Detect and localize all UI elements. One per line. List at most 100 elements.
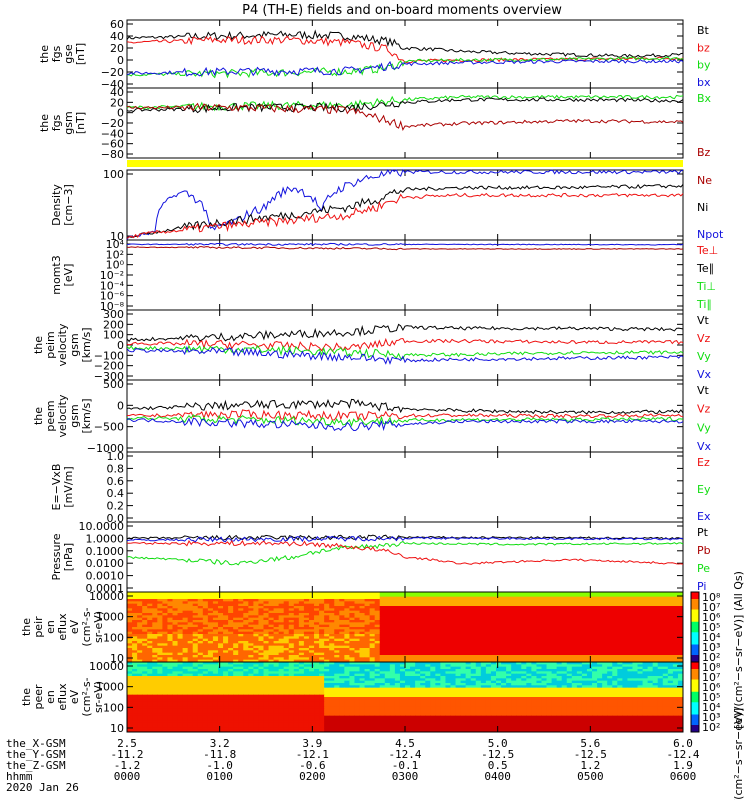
heatmap-cell [581, 673, 588, 677]
heatmap-cell [152, 596, 158, 600]
heatmap-cell [612, 669, 618, 672]
heatmap-cell [521, 641, 527, 644]
heatmap-cell [632, 627, 639, 630]
heatmap-cell [637, 601, 644, 605]
heatmap-cell [344, 603, 350, 607]
heatmap-cell [132, 634, 138, 637]
heatmap-cell [354, 631, 361, 635]
heatmap-cell [167, 606, 173, 609]
heatmap-cell [369, 669, 376, 672]
heatmap-cell [607, 680, 613, 684]
heatmap-cell [455, 676, 462, 679]
heatmap-cell [511, 631, 517, 635]
heatmap-cell [546, 617, 553, 621]
heatmap-cell [182, 613, 189, 616]
heatmap-cell [298, 662, 305, 665]
heatmap-cell [364, 648, 371, 651]
heatmap-cell [440, 671, 446, 675]
heatmap-cell [217, 601, 224, 605]
heatmap-cell [132, 650, 138, 654]
heatmap-cell [662, 627, 669, 630]
heatmap-cell [475, 599, 482, 602]
heatmap-cell [410, 610, 416, 614]
heatmap-cell [127, 669, 133, 672]
heatmap-cell [521, 596, 527, 600]
legend-Vx: Vx [697, 368, 712, 381]
heatmap-cell [511, 608, 517, 612]
heatmap-cell [228, 678, 234, 682]
heatmap-cell [167, 662, 173, 665]
heatmap-cell [283, 673, 290, 677]
heatmap-cell [334, 596, 340, 600]
heatmap-cell [344, 676, 350, 679]
heatmap-cell [187, 662, 194, 665]
heatmap-cell [597, 650, 603, 654]
heatmap-cell [516, 610, 522, 614]
heatmap-cell [617, 680, 623, 684]
heatmap-cell [298, 673, 305, 677]
heatmap-cell [526, 645, 532, 649]
heatmap-cell [248, 601, 254, 605]
heatmap-cell [405, 592, 411, 595]
heatmap-cell [389, 680, 396, 684]
heatmap-cell [647, 610, 654, 614]
heatmap-cell [369, 641, 376, 644]
heatmap-cell [354, 603, 361, 607]
heatmap-cell [662, 629, 669, 633]
heatmap-cell [597, 648, 603, 651]
heatmap-cell [334, 594, 340, 598]
heatmap-cell [268, 631, 275, 635]
heatmap-cell [384, 615, 391, 619]
heatmap-cell [389, 641, 396, 644]
heatmap-cell [399, 652, 406, 656]
heatmap-cell [349, 641, 355, 644]
heatmap-cell [192, 655, 199, 658]
heatmap-cell [617, 676, 623, 679]
heatmap-cell [399, 634, 406, 637]
heatmap-cell [273, 655, 280, 658]
heatmap-cell [157, 594, 163, 598]
heatmap-cell [597, 608, 603, 612]
heatmap-cell [597, 594, 603, 598]
heatmap-cell [632, 655, 639, 658]
heatmap-cell [344, 601, 350, 605]
heatmap-cell [223, 634, 229, 637]
heatmap-cell [202, 652, 209, 656]
heatmap-cell [652, 652, 659, 656]
heatmap-cell [485, 615, 492, 619]
heatmap-cell [147, 669, 153, 672]
legend-Ti∥: Ti∥ [696, 298, 712, 311]
heatmap-cell [415, 641, 421, 644]
heatmap-cell [192, 683, 199, 686]
heatmap-cell [268, 664, 275, 668]
heatmap-cell [420, 608, 426, 612]
heatmap-cell [430, 655, 436, 658]
heatmap-cell [612, 638, 618, 642]
heatmap-cell [536, 624, 542, 628]
heatmap-cell [147, 685, 153, 689]
heatmap-cell [384, 671, 391, 675]
y-axis-label: momt3 [50, 255, 63, 294]
heatmap-cell [541, 615, 548, 619]
heatmap-cell [344, 634, 350, 637]
heatmap-cell [516, 652, 522, 656]
heatmap-cell [394, 664, 401, 668]
heatmap-cell [253, 676, 259, 679]
heatmap-cell [238, 666, 244, 670]
heatmap-cell [516, 638, 522, 642]
heatmap-cell [435, 685, 441, 689]
heatmap-cell [445, 643, 451, 647]
heatmap-cell [308, 666, 315, 670]
heatmap-cell [627, 592, 633, 595]
heatmap-cell [430, 683, 436, 686]
heatmap-cell [308, 634, 315, 637]
heatmap-cell [278, 603, 285, 607]
heatmap-cell [187, 601, 194, 605]
heatmap-cell [581, 664, 588, 668]
heatmap-cell [354, 666, 361, 670]
heatmap-cell [531, 678, 537, 682]
heatmap-cell [167, 634, 173, 637]
heatmap-cell [278, 673, 285, 677]
heatmap-cell [329, 631, 335, 635]
heatmap-cell [597, 673, 603, 677]
